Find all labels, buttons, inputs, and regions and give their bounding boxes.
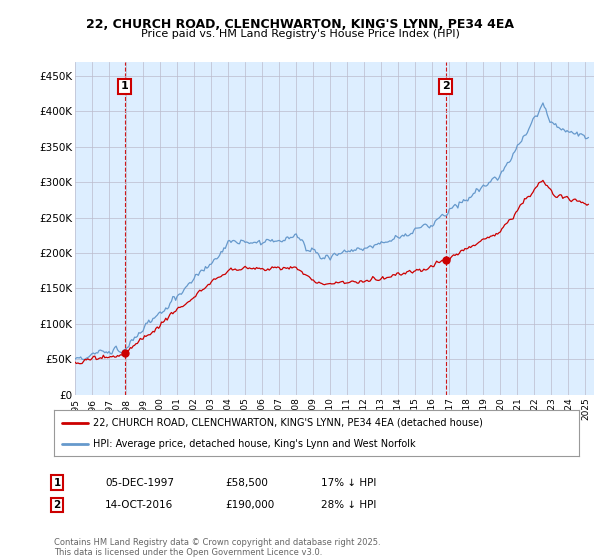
Text: 22, CHURCH ROAD, CLENCHWARTON, KING'S LYNN, PE34 4EA: 22, CHURCH ROAD, CLENCHWARTON, KING'S LY…	[86, 18, 514, 31]
Text: HPI: Average price, detached house, King's Lynn and West Norfolk: HPI: Average price, detached house, King…	[94, 439, 416, 449]
Text: 17% ↓ HPI: 17% ↓ HPI	[321, 478, 376, 488]
Text: 05-DEC-1997: 05-DEC-1997	[105, 478, 174, 488]
Text: 1: 1	[53, 478, 61, 488]
Text: £190,000: £190,000	[225, 500, 274, 510]
Text: 2: 2	[53, 500, 61, 510]
Text: Contains HM Land Registry data © Crown copyright and database right 2025.
This d: Contains HM Land Registry data © Crown c…	[54, 538, 380, 557]
Text: 22, CHURCH ROAD, CLENCHWARTON, KING'S LYNN, PE34 4EA (detached house): 22, CHURCH ROAD, CLENCHWARTON, KING'S LY…	[94, 418, 483, 428]
Text: 14-OCT-2016: 14-OCT-2016	[105, 500, 173, 510]
Text: £58,500: £58,500	[225, 478, 268, 488]
Text: 2: 2	[442, 81, 449, 91]
Text: 28% ↓ HPI: 28% ↓ HPI	[321, 500, 376, 510]
Text: Price paid vs. HM Land Registry's House Price Index (HPI): Price paid vs. HM Land Registry's House …	[140, 29, 460, 39]
Text: 1: 1	[121, 81, 128, 91]
